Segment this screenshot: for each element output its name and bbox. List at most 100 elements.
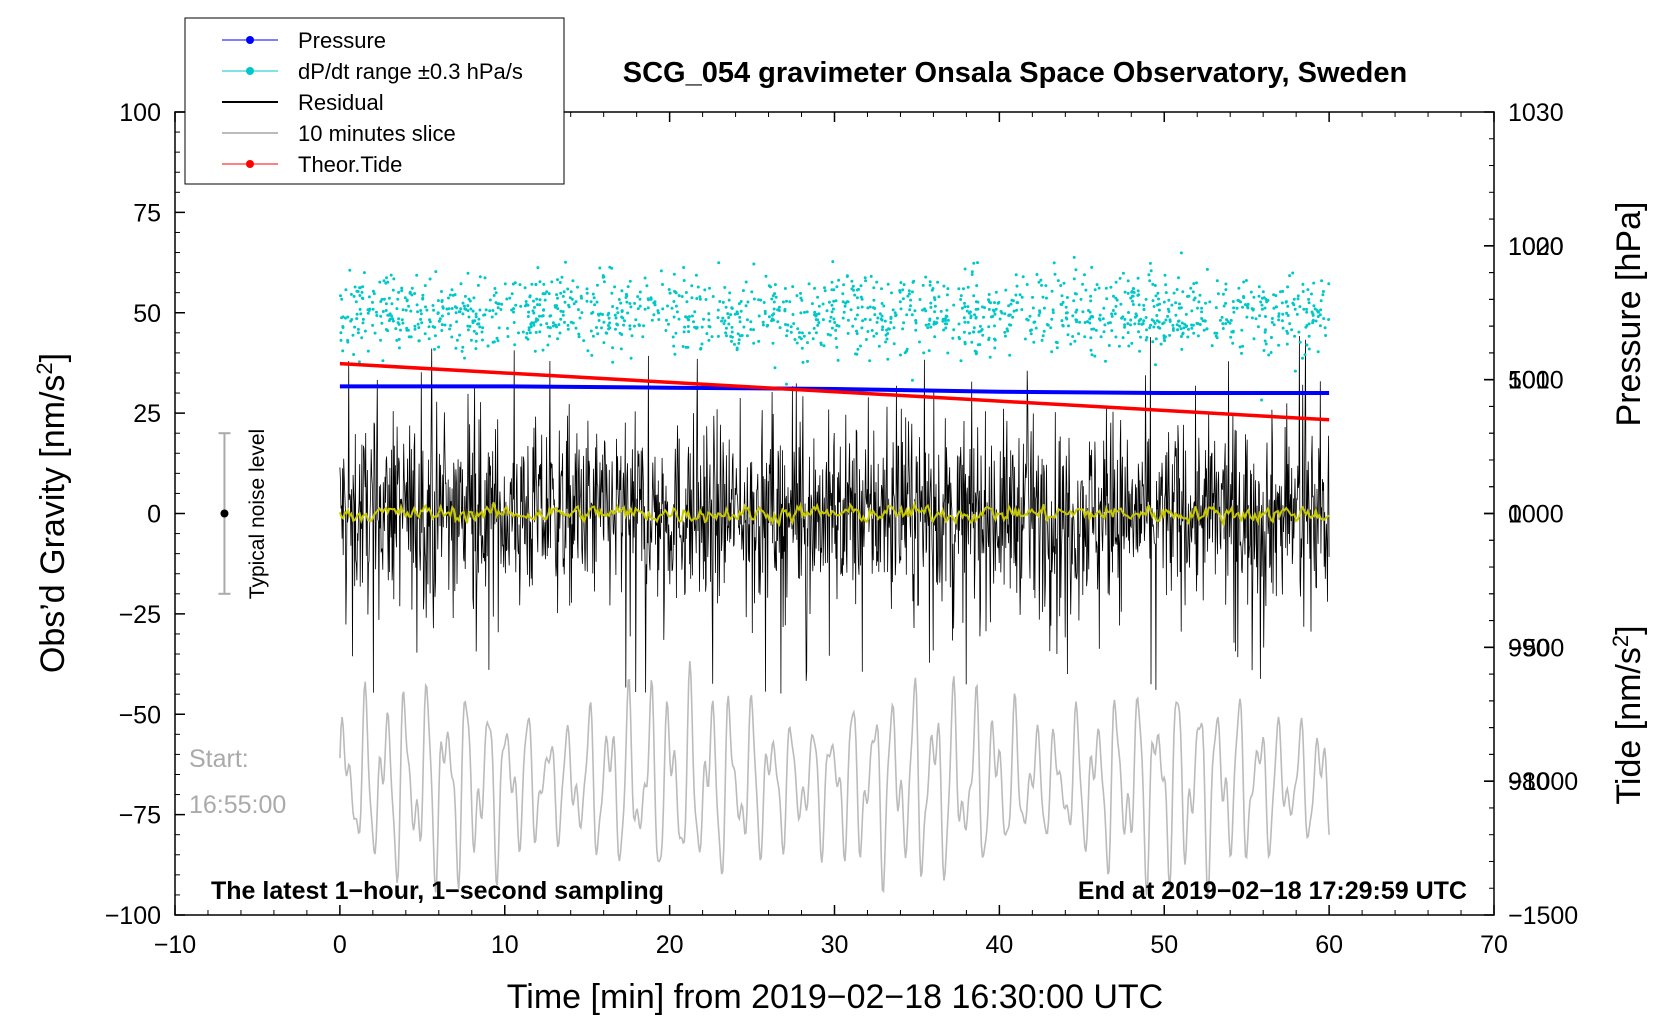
dpdt-point [823,289,827,293]
dpdt-point [1272,293,1276,297]
y-tick-label: 50 [133,300,161,328]
dpdt-point [423,332,427,336]
dpdt-point [577,332,581,336]
dpdt-point [1138,349,1142,353]
dpdt-point [735,310,739,314]
dpdt-point [1180,321,1184,325]
dpdt-point [1140,322,1144,326]
dpdt-point [773,283,777,287]
dpdt-point [1244,279,1248,282]
dpdt-point [1292,297,1296,301]
dpdt-point [741,289,745,293]
dpdt-point [830,310,834,314]
dpdt-point [384,281,388,285]
dpdt-point [512,321,516,324]
tide-tick-label: 500 [1508,367,1550,395]
dpdt-point [1174,301,1178,305]
dpdt-point [610,266,614,270]
dpdt-point [882,304,886,308]
dpdt-point [556,278,559,282]
dpdt-point [767,315,771,319]
dpdt-point [381,310,385,313]
dpdt-point [1198,293,1202,297]
dpdt-point [1074,268,1078,272]
dpdt-point [1067,324,1070,328]
dpdt-point [987,325,991,329]
dpdt-point [1018,293,1022,297]
dpdt-point [668,291,672,295]
dpdt-point [1275,305,1278,309]
dpdt-point [1167,298,1171,302]
dpdt-point [863,276,867,280]
dpdt-point [860,326,864,330]
dpdt-point [1152,325,1156,329]
dpdt-point [1235,306,1239,310]
dpdt-point [375,314,379,317]
dpdt-point [830,326,834,330]
dpdt-point [416,322,420,326]
dpdt-point [944,314,948,318]
dpdt-point [852,288,855,292]
dpdt-point [972,326,976,330]
dpdt-point [817,304,821,308]
dpdt-point [798,331,801,335]
dpdt-point [728,291,732,295]
dpdt-point [536,266,540,270]
dpdt-point [407,304,411,308]
dpdt-point [481,338,484,342]
dpdt-point [981,333,985,337]
dpdt-point [1159,342,1163,346]
dpdt-point [1045,296,1048,300]
tide-tick-label: −1500 [1508,902,1578,930]
dpdt-point [1033,320,1037,324]
dpdt-point [602,275,606,279]
dpdt-point [491,309,495,312]
dpdt-point [528,294,532,298]
dpdt-point [384,309,388,312]
dpdt-point [433,347,436,351]
dpdt-point [1277,312,1281,316]
dpdt-point [664,329,668,332]
dpdt-point [466,271,470,275]
dpdt-point [1314,319,1318,323]
dpdt-point [877,344,881,348]
dpdt-point [638,304,642,308]
dpdt-point [358,307,362,311]
dpdt-point [1181,332,1185,336]
dpdt-point [607,327,611,331]
dpdt-point [698,295,702,299]
dpdt-point [438,317,442,321]
dpdt-point [549,314,553,318]
dpdt-point [924,275,928,279]
dpdt-point [361,317,365,321]
dpdt-point [652,313,656,317]
dpdt-point [415,303,419,307]
dpdt-point [358,286,362,290]
dpdt-point [1242,280,1246,284]
dpdt-point [726,312,730,316]
dpdt-point [1246,306,1250,310]
dpdt-point [447,296,450,300]
dpdt-point [1214,334,1218,338]
dpdt-point [1110,314,1114,318]
dpdt-point [966,305,970,309]
dpdt-point [844,301,848,305]
dpdt-point [761,323,765,327]
dpdt-point [1069,342,1073,346]
dpdt-point [1166,314,1170,318]
dpdt-point [993,337,996,341]
dpdt-point [993,312,997,316]
dpdt-point [1014,293,1018,297]
dpdt-point [855,296,859,300]
dpdt-point [710,335,714,339]
dpdt-point [578,316,582,320]
dpdt-point [892,326,896,330]
dpdt-point [1005,327,1009,331]
dpdt-point [907,289,911,293]
dpdt-point [918,298,922,301]
dpdt-point [534,330,538,334]
dpdt-point [806,359,809,363]
dpdt-point [505,297,509,301]
dpdt-point [1215,331,1219,335]
dpdt-point [576,308,580,312]
